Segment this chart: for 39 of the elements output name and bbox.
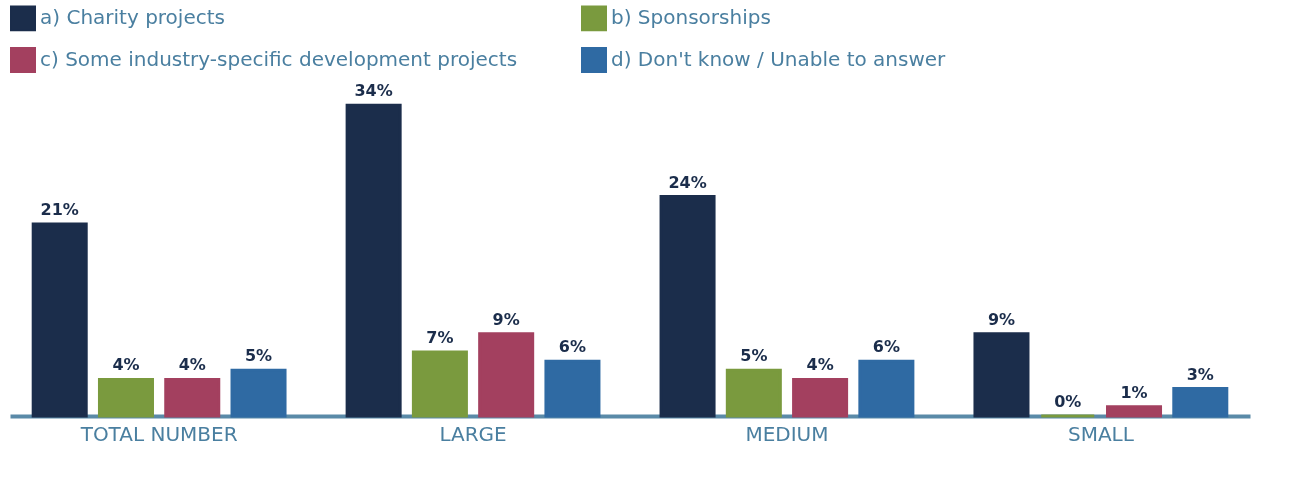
data-label: 3%	[1186, 364, 1214, 384]
bar	[858, 359, 915, 418]
data-label: 21%	[40, 200, 79, 219]
data-label: 34%	[354, 81, 393, 101]
data-label: 1%	[1120, 382, 1148, 402]
bar	[1106, 405, 1163, 418]
legend-label: b) Sponsorships	[611, 5, 771, 30]
bar	[544, 359, 601, 418]
data-label: 5%	[740, 346, 768, 366]
x-tick-label: LARGE	[439, 421, 507, 446]
data-label: 24%	[668, 172, 707, 192]
data-label: 9%	[987, 309, 1016, 329]
data-label: 4%	[112, 355, 140, 375]
bar	[659, 195, 716, 418]
data-label: 6%	[872, 337, 900, 357]
bar	[31, 222, 88, 418]
data-label: 6%	[558, 337, 587, 357]
bar	[973, 332, 1030, 418]
bar	[345, 103, 402, 418]
bar	[792, 377, 849, 418]
data-label: 5%	[244, 346, 273, 366]
data-label: 0%	[1054, 392, 1082, 411]
bar	[164, 377, 221, 418]
data-label: 9%	[492, 309, 520, 329]
bar	[97, 377, 154, 418]
legend-label: c) Some industry-specific development projects	[40, 47, 518, 71]
bar	[230, 368, 287, 418]
x-tick-label: SMALL	[1067, 421, 1135, 446]
legend-label: d) Don't know / Unable to answer	[611, 47, 947, 71]
x-tick-label: MEDIUM	[745, 421, 829, 446]
data-label: 7%	[426, 328, 454, 347]
data-label: 4%	[178, 355, 206, 375]
bar	[725, 368, 782, 418]
data-label: 4%	[806, 355, 834, 375]
bar	[1172, 387, 1229, 418]
bar	[478, 332, 535, 418]
x-tick-label: TOTAL NUMBER	[79, 421, 238, 446]
legend-label: a) Charity projects	[40, 5, 225, 30]
bar	[411, 350, 468, 418]
